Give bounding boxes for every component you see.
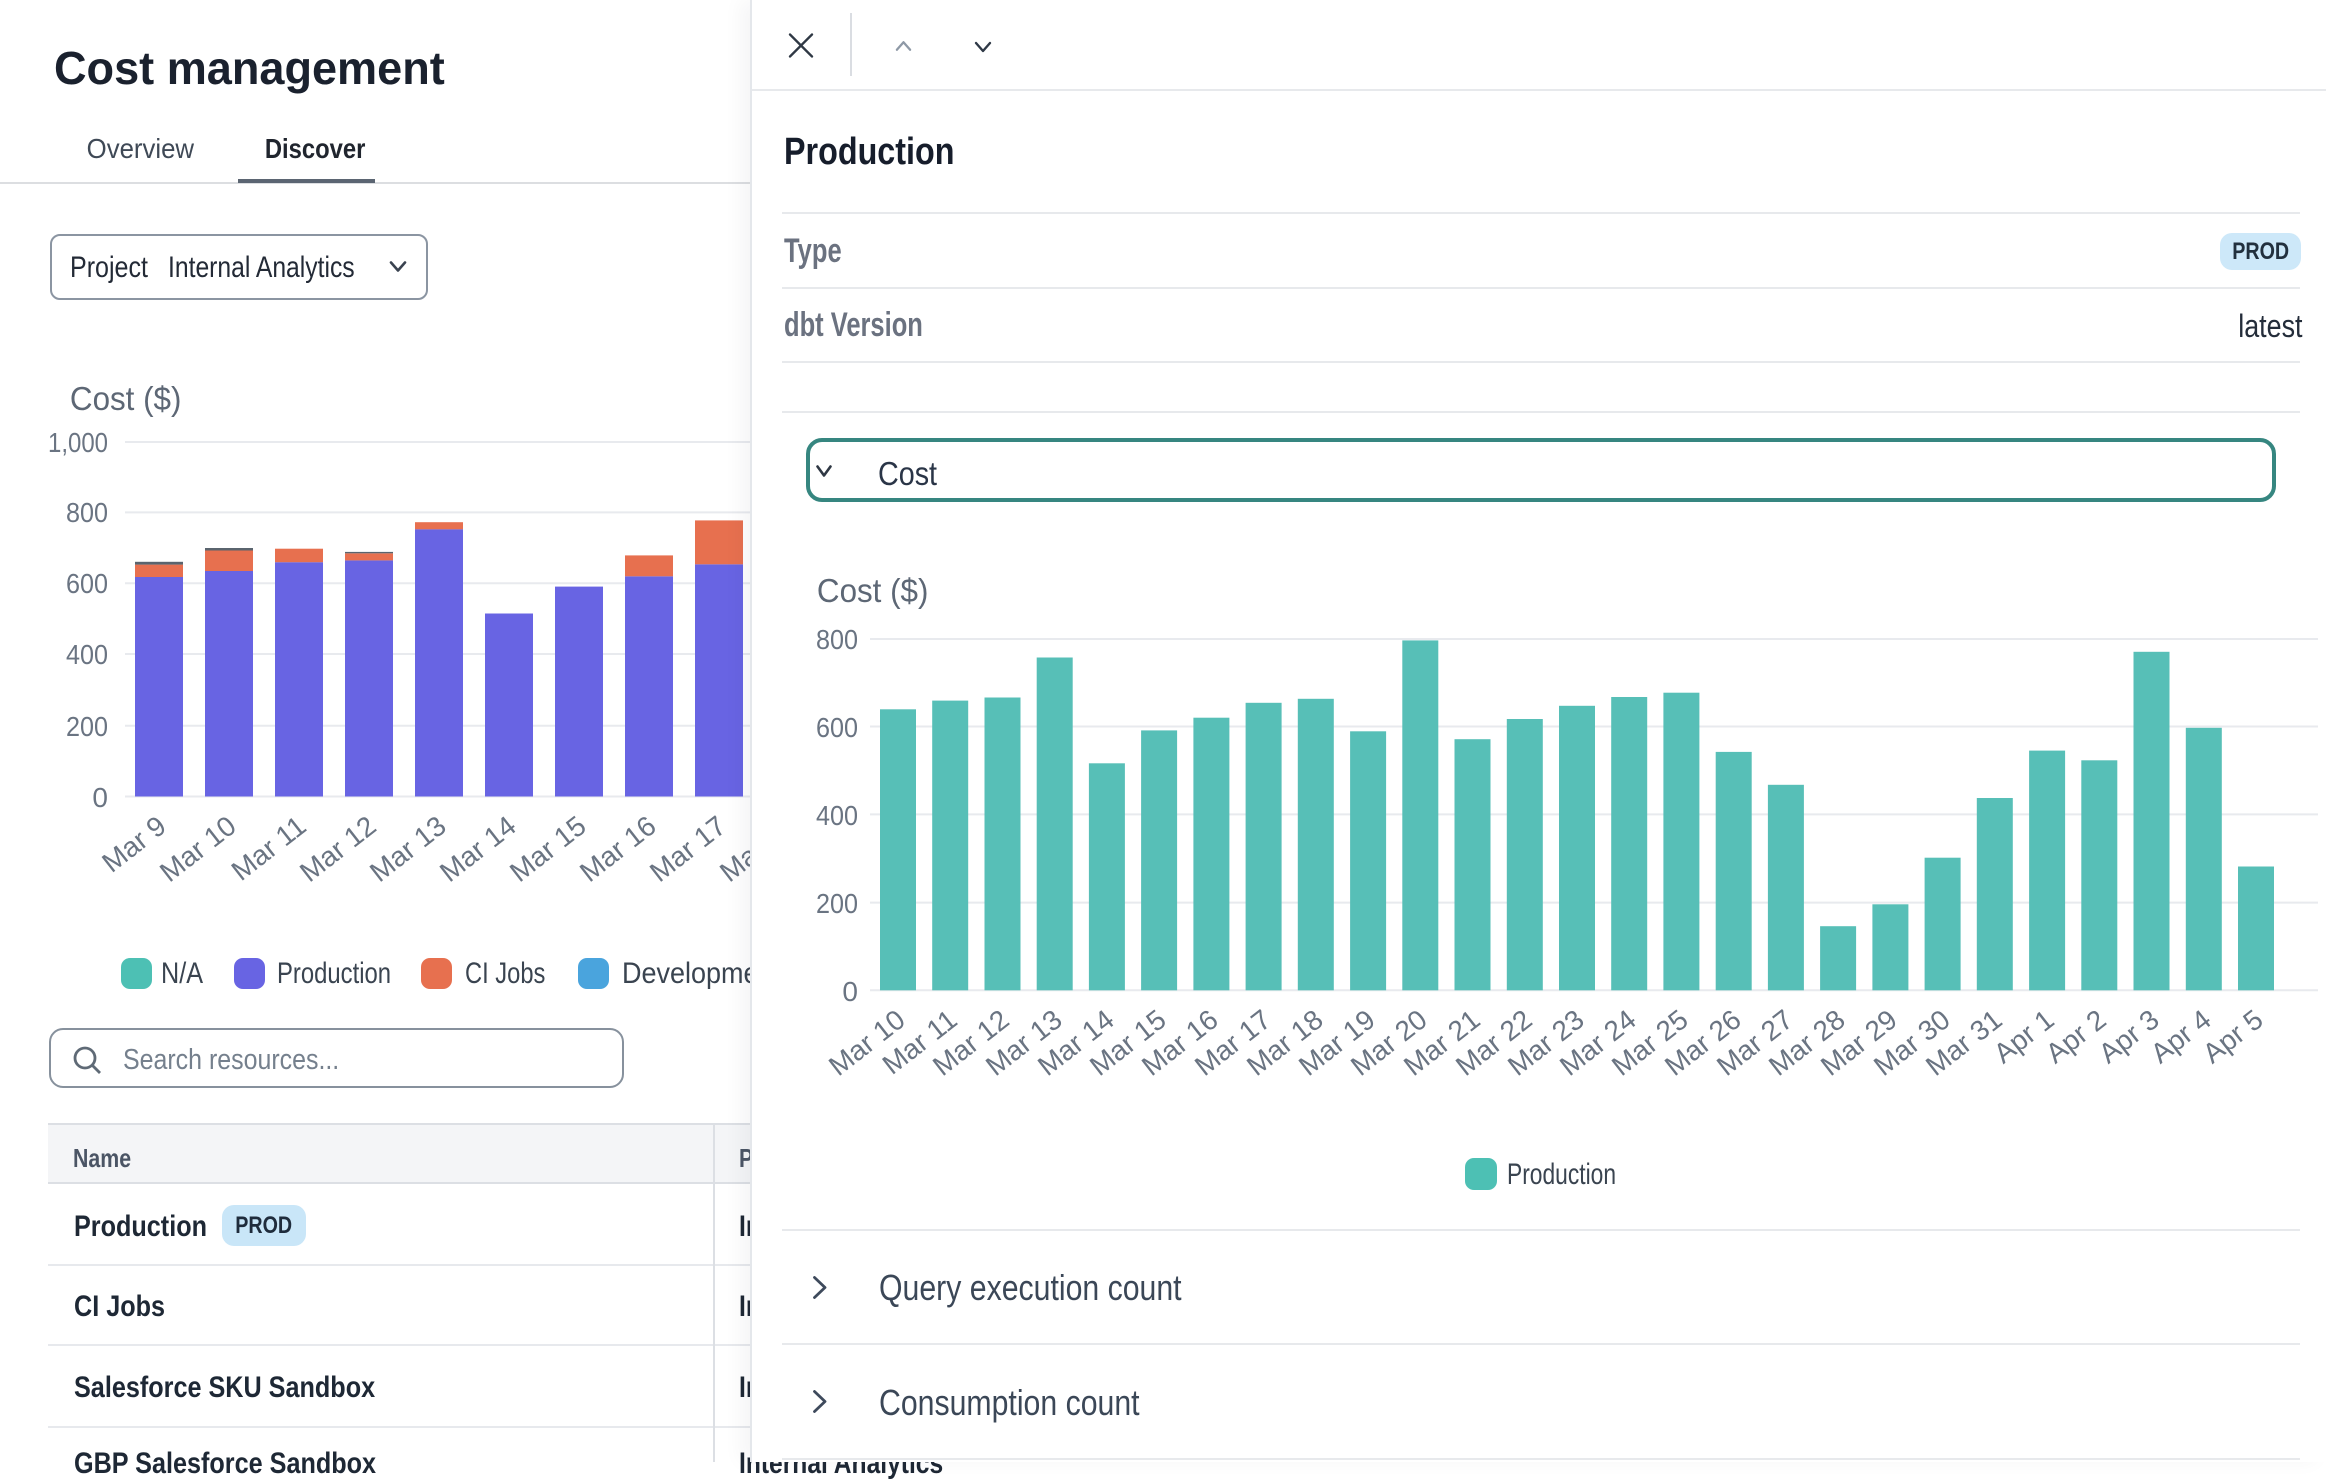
svg-text:800: 800 xyxy=(66,497,108,528)
svg-text:200: 200 xyxy=(66,711,108,742)
svg-text:Mar 17: Mar 17 xyxy=(644,810,732,888)
svg-text:0: 0 xyxy=(842,976,858,1007)
svg-text:Apr 4: Apr 4 xyxy=(2145,1004,2217,1070)
svg-text:Mar 12: Mar 12 xyxy=(294,810,382,888)
svg-text:Mar 13: Mar 13 xyxy=(364,810,452,888)
svg-text:0: 0 xyxy=(92,782,108,813)
svg-text:600: 600 xyxy=(66,568,108,599)
svg-text:800: 800 xyxy=(816,624,858,655)
svg-text:400: 400 xyxy=(66,639,108,670)
svg-text:Apr 5: Apr 5 xyxy=(2197,1004,2269,1070)
svg-text:Apr 3: Apr 3 xyxy=(2093,1004,2165,1070)
svg-text:200: 200 xyxy=(816,888,858,919)
svg-text:Apr 2: Apr 2 xyxy=(2040,1004,2112,1070)
svg-text:Mar 10: Mar 10 xyxy=(154,810,242,888)
svg-text:400: 400 xyxy=(816,800,858,831)
svg-text:600: 600 xyxy=(816,712,858,743)
svg-text:Mar 16: Mar 16 xyxy=(574,810,662,888)
svg-text:Mar 15: Mar 15 xyxy=(504,810,592,888)
svg-text:1,000: 1,000 xyxy=(48,427,108,458)
svg-text:Apr 1: Apr 1 xyxy=(1988,1004,2060,1070)
svg-text:Mar 11: Mar 11 xyxy=(226,810,312,887)
svg-text:Mar 14: Mar 14 xyxy=(434,810,522,888)
